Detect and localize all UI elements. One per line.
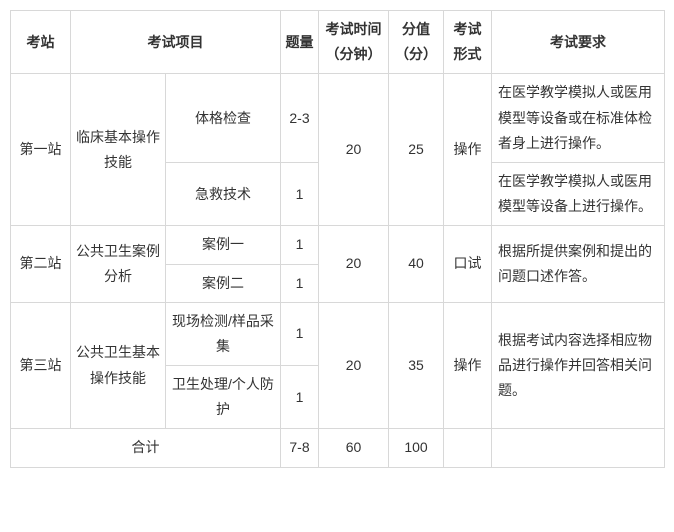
header-row: 考站 考试项目 题量 考试时间（分钟） 分值（分） 考试形式 考试要求 [11,11,665,74]
time-cell: 20 [319,302,389,429]
header-score: 分值（分） [389,11,444,74]
header-qty: 题量 [281,11,319,74]
qty-cell: 1 [281,264,319,302]
exam-table: 考站 考试项目 题量 考试时间（分钟） 分值（分） 考试形式 考试要求 第一站 … [10,10,665,468]
project-sub: 体格检查 [166,74,281,163]
req-cell: 根据考试内容选择相应物 品进行操作并回答相关问题。 [492,302,665,429]
time-cell: 20 [319,226,389,302]
total-score: 100 [389,429,444,467]
qty-cell: 1 [281,302,319,365]
header-format: 考试形式 [444,11,492,74]
project-sub: 现场检测/样品采集 [166,302,281,365]
format-cell: 口试 [444,226,492,302]
qty-cell: 1 [281,226,319,264]
project-main: 公共卫生案例分析 [71,226,166,302]
total-row: 合计 7-8 60 100 [11,429,665,467]
project-sub: 急救技术 [166,162,281,225]
project-sub: 卫生处理/个人防护 [166,366,281,429]
header-req: 考试要求 [492,11,665,74]
total-label: 合计 [11,429,281,467]
qty-cell: 2-3 [281,74,319,163]
table-row: 第二站 公共卫生案例分析 案例一 1 20 40 口试 根据所提供案例和提出的问… [11,226,665,264]
qty-cell: 1 [281,366,319,429]
table-row: 第三站 公共卫生基本操作技能 现场检测/样品采集 1 20 35 操作 根据考试… [11,302,665,365]
station-name: 第三站 [11,302,71,429]
qty-cell: 1 [281,162,319,225]
project-main: 公共卫生基本操作技能 [71,302,166,429]
project-main: 临床基本操作技能 [71,74,166,226]
project-sub: 案例二 [166,264,281,302]
project-sub: 案例一 [166,226,281,264]
req-cell: 根据所提供案例和提出的问题口述作答。 [492,226,665,302]
header-station: 考站 [11,11,71,74]
header-time: 考试时间（分钟） [319,11,389,74]
station-name: 第一站 [11,74,71,226]
total-format [444,429,492,467]
req-cell: 在医学教学模拟人或医用 模型等设备上进行操作。 [492,162,665,225]
req-cell: 在医学教学模拟人或医用 模型等设备或在标准体检者身上进行操作。 [492,74,665,163]
score-cell: 40 [389,226,444,302]
station-name: 第二站 [11,226,71,302]
score-cell: 35 [389,302,444,429]
score-cell: 25 [389,74,444,226]
format-cell: 操作 [444,302,492,429]
format-cell: 操作 [444,74,492,226]
total-req [492,429,665,467]
total-time: 60 [319,429,389,467]
time-cell: 20 [319,74,389,226]
total-qty: 7-8 [281,429,319,467]
header-project: 考试项目 [71,11,281,74]
table-row: 第一站 临床基本操作技能 体格检查 2-3 20 25 操作 在医学教学模拟人或… [11,74,665,163]
